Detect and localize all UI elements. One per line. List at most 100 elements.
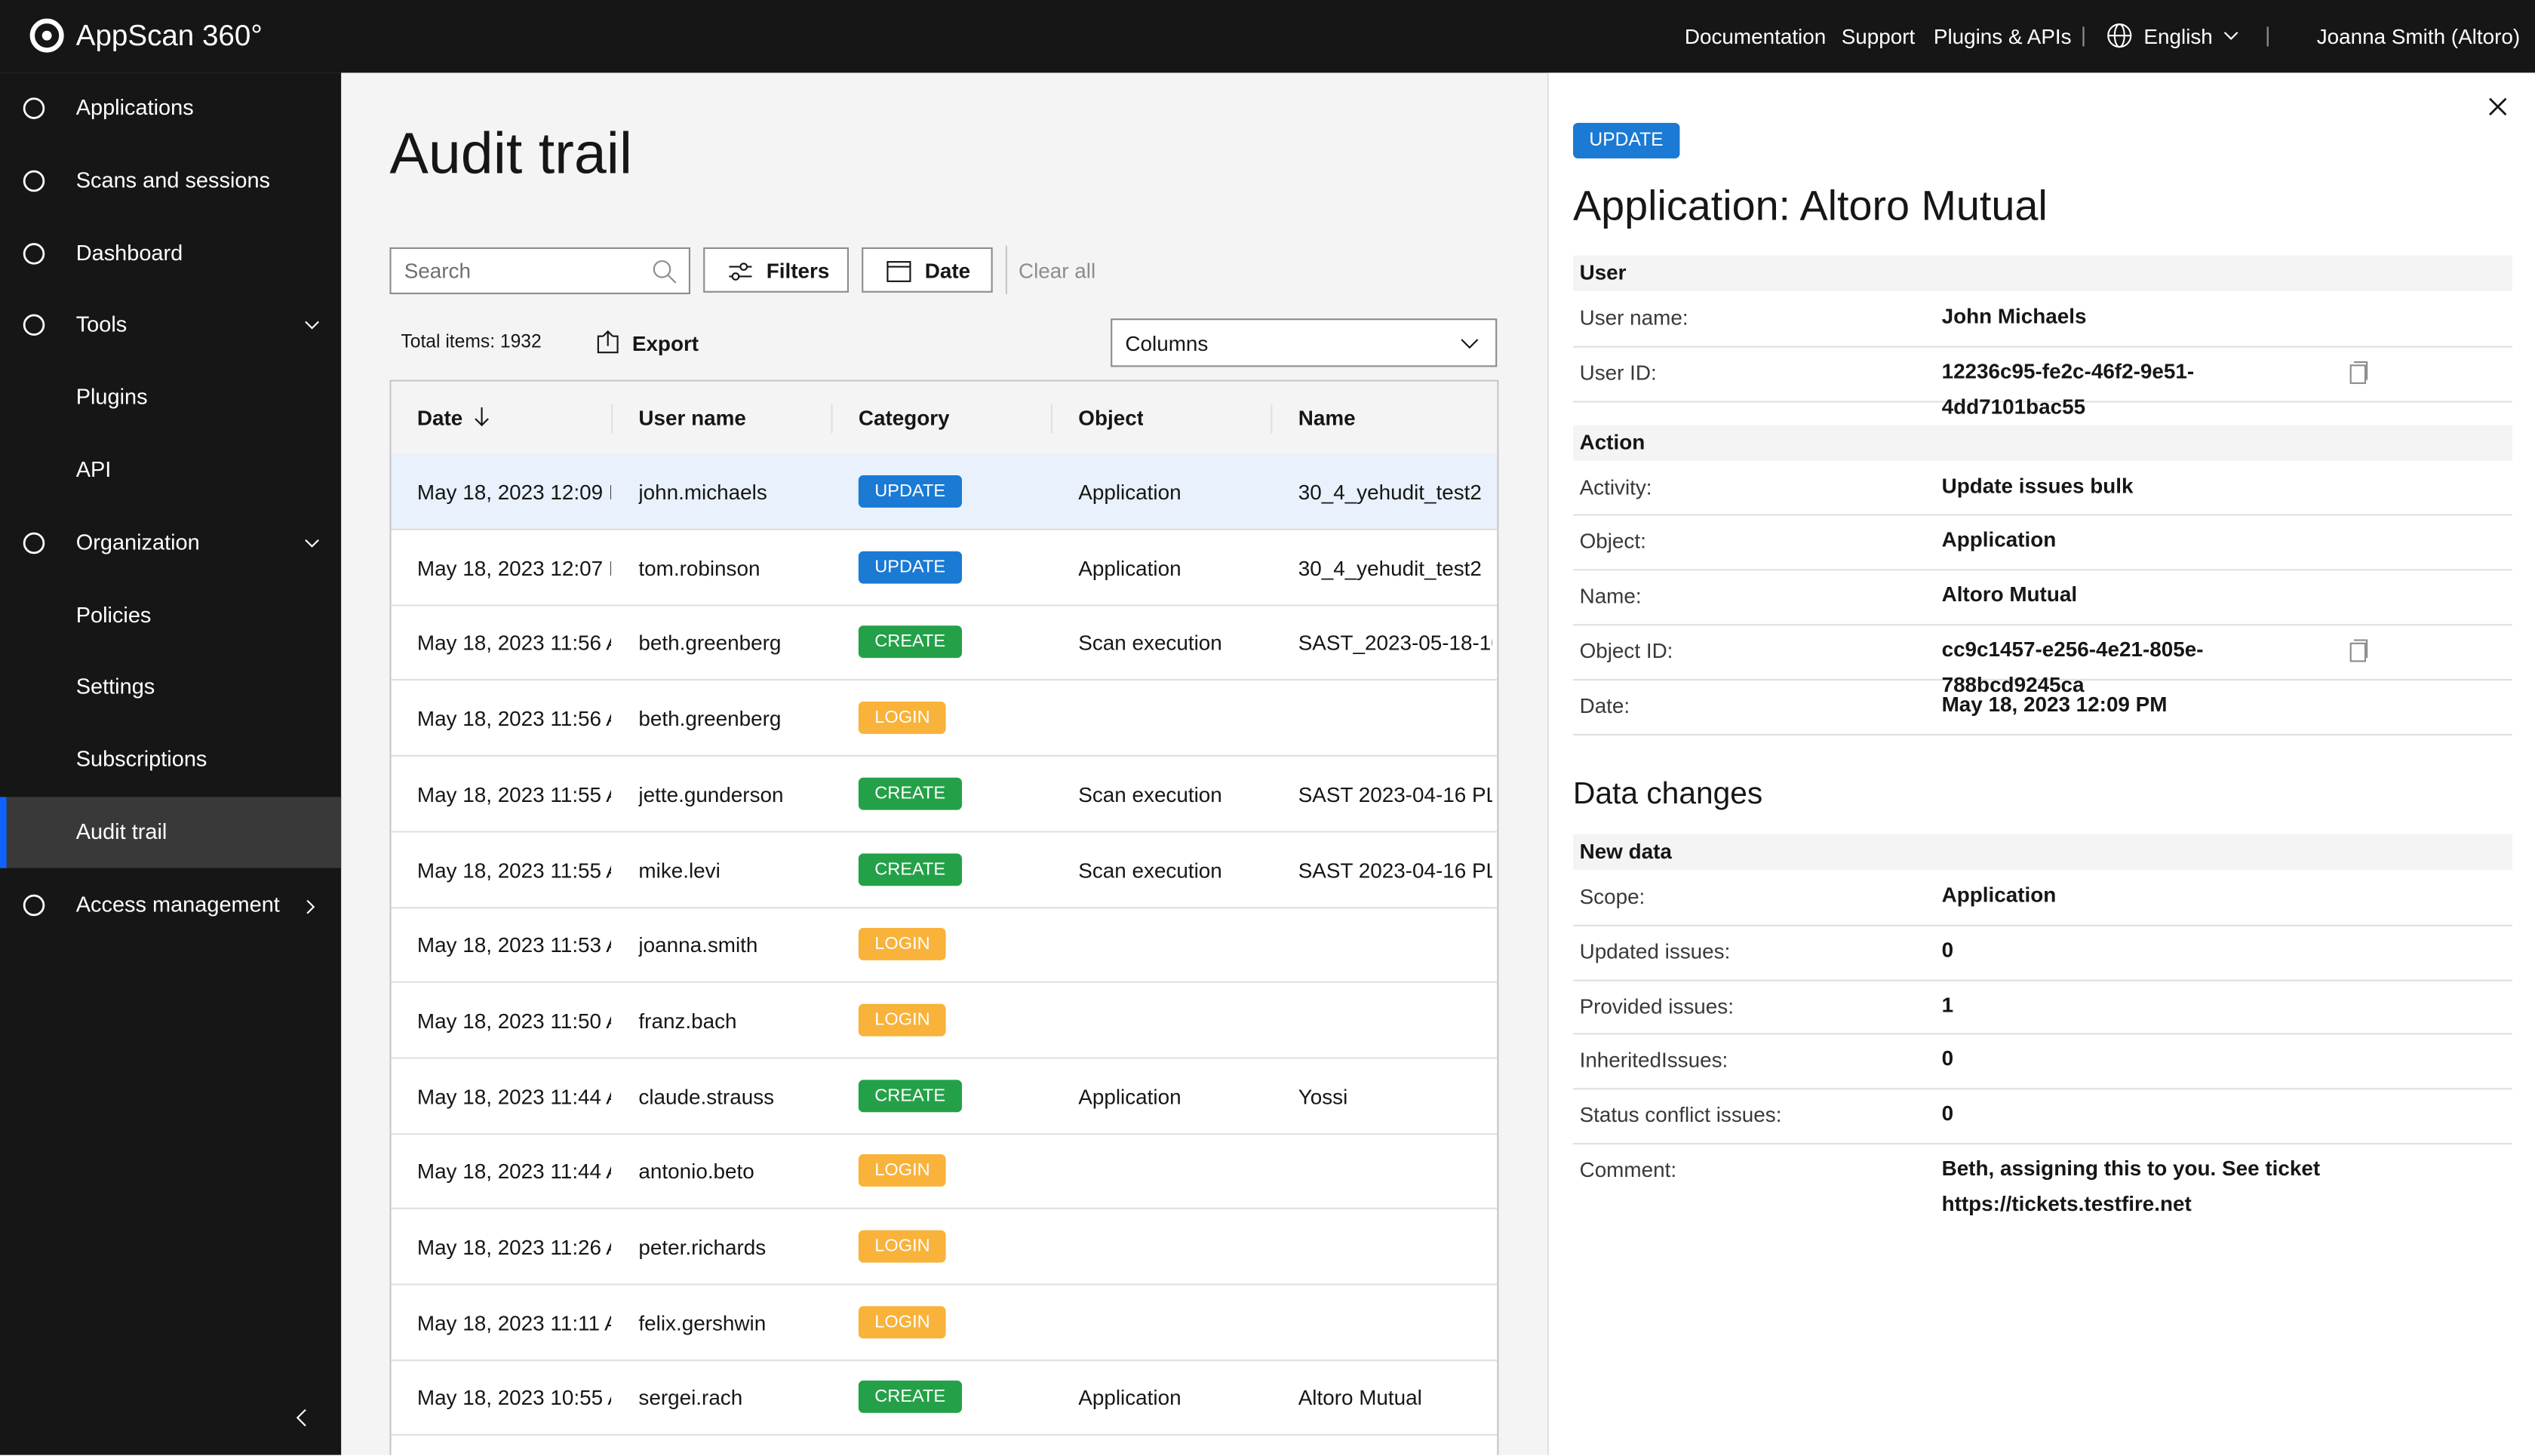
cell: claude.strauss — [638, 1083, 775, 1109]
nav-item[interactable]: Subscriptions — [0, 724, 341, 795]
cell: May 18, 2023 11:56 AM — [416, 631, 611, 656]
detail-value: Altoro Mutual — [1941, 582, 2078, 607]
table-row[interactable]: May 18, 2023 11:56 AM beth.greenberg LOGIN — [391, 680, 1498, 757]
table-row[interactable]: May 18, 2023 10:55 AM sergei.rach CREATE Ap… — [391, 1360, 1498, 1436]
nav-link[interactable]: Plugins & APIs — [1933, 24, 2072, 49]
nav-label: Audit trail — [75, 819, 167, 844]
user-menu[interactable]: Joanna Smith (Altoro) — [2316, 24, 2521, 49]
detail-row: InheritedIssues: 0 — [1573, 1034, 2513, 1090]
search-input[interactable]: Search — [389, 247, 691, 295]
detail-value: 1 — [1941, 991, 1954, 1016]
detail-value: Update issues bulk — [1941, 472, 2134, 498]
nav-label: Plugins — [75, 385, 148, 410]
detail-row: Comment: Beth, assigning this to you. See… — [1573, 1143, 2512, 1224]
column-header[interactable]: User name — [638, 405, 746, 431]
detail-row: Object: Application — [1573, 515, 2513, 571]
table-row[interactable]: May 18, 2023 12:07 PM tom.robinson UPDATE A… — [391, 530, 1498, 606]
copy-icon[interactable] — [2349, 638, 2369, 662]
cell: May 18, 2023 11:56 AM — [416, 706, 611, 731]
table-row[interactable]: May 18, 2023 11:55 AM jette.gunderson CREA… — [391, 756, 1498, 833]
nav-icon — [23, 315, 45, 336]
nav-item[interactable]: Settings — [0, 652, 341, 723]
table-row[interactable]: May 18, 2023 11:26 AM peter.richards LOGIN — [391, 1209, 1498, 1286]
nav-item[interactable]: Organization — [0, 507, 341, 578]
export-button[interactable]: Export — [631, 331, 699, 356]
column-header[interactable]: Object — [1078, 405, 1145, 431]
columns-dropdown[interactable]: Columns — [1111, 318, 1498, 367]
detail-label: Object ID: — [1579, 638, 1673, 663]
section-title: New data — [1573, 834, 2513, 870]
table-row[interactable]: May 18, 2023 11:55 AM mike.levi CREATE Scan… — [391, 832, 1498, 908]
section-title: Action — [1573, 424, 2513, 460]
nav-item[interactable]: Applications — [0, 72, 341, 143]
category-badge: UPDATE — [1573, 122, 1679, 159]
table-row[interactable]: May 18, 2023 11:44 AM antonio.beto LOGIN — [391, 1134, 1498, 1210]
nav-item[interactable]: API — [0, 435, 341, 505]
cell: john.michaels — [638, 480, 767, 505]
detail-row: Status conflict issues: 0 — [1573, 1089, 2513, 1145]
nav-icon — [23, 532, 45, 554]
nav-link[interactable]: Documentation — [1684, 24, 1827, 49]
category-tag: CREATE — [858, 1381, 962, 1414]
detail-value: cc9c1457-e256-4e21-805e-788bcd9245ca — [1941, 637, 2204, 697]
chevron — [2223, 32, 2238, 40]
detail-value: 0 — [1941, 1046, 1954, 1071]
table-row[interactable]: May 18, 2023 11:56 AM beth.greenberg CREAT… — [391, 605, 1498, 681]
nav-label: Dashboard — [75, 240, 183, 265]
table-row[interactable]: May 18, 2023 11:53 AM joanna.smith LOGIN — [391, 908, 1498, 984]
detail-label: Status conflict issues: — [1579, 1102, 1782, 1127]
clear-all[interactable]: Clear all — [1019, 258, 1096, 284]
column-header[interactable]: Category — [858, 405, 950, 431]
nav-item[interactable]: Dashboard — [0, 217, 341, 288]
nav-item[interactable]: Scans and sessions — [0, 145, 341, 216]
detail-value: 0 — [1941, 1101, 1954, 1126]
divider — [1050, 404, 1053, 434]
copy-icon[interactable] — [2349, 360, 2369, 384]
language[interactable]: English — [2143, 24, 2213, 49]
close-icon[interactable] — [2488, 97, 2508, 117]
table-row[interactable]: May 18, 2023 12:09 PM john.michaels UPDATE… — [391, 454, 1498, 530]
collapse-icon[interactable] — [294, 1408, 310, 1427]
table-row[interactable]: May 18, 2023 11:44 AM claude.strauss CREAT… — [391, 1058, 1498, 1135]
cell: Altoro Mutual — [1298, 1386, 1422, 1411]
category-tag: UPDATE — [858, 475, 962, 508]
nav-link[interactable]: Support — [1841, 24, 1916, 49]
nav-item[interactable]: Plugins — [0, 362, 341, 433]
column-header[interactable]: Date — [416, 405, 463, 431]
nav-icon — [23, 242, 45, 264]
chevron — [305, 321, 319, 330]
column-header[interactable]: Name — [1298, 405, 1356, 431]
nav-label: Scans and sessions — [75, 167, 271, 192]
filter-icon — [729, 263, 752, 281]
nav-label: Settings — [75, 674, 155, 699]
detail-value: Application — [1941, 883, 2057, 908]
cell: SAST 2023-04-16 PL — [1298, 857, 1492, 882]
detail-label: Activity: — [1579, 475, 1652, 499]
cell: jette.gunderson — [638, 782, 784, 806]
detail-label: Updated issues: — [1579, 938, 1731, 963]
detail-row: Date: May 18, 2023 12:09 PM — [1573, 679, 2513, 736]
category-tag: LOGIN — [858, 1230, 947, 1263]
logo: AppScan 360° — [75, 19, 263, 52]
cell: Application — [1078, 555, 1181, 580]
cell: SAST_2023-05-18-10 — [1298, 631, 1492, 656]
category-tag: CREATE — [858, 626, 962, 659]
date-button[interactable]: Date — [862, 247, 993, 293]
nav-item[interactable]: Policies — [0, 579, 341, 650]
nav-item[interactable]: Access management — [0, 869, 341, 940]
nav-item[interactable]: Tools — [0, 290, 341, 361]
table-row[interactable]: May 18, 2023 11:11 AM felix.gershwin LOGIN — [391, 1285, 1498, 1361]
filters-button[interactable]: Filters — [703, 247, 850, 293]
detail-value: 12236c95-fe2c-46f2-9e51-4dd7101bac55 — [1941, 358, 2195, 419]
cell: May 18, 2023 12:07 PM — [416, 555, 611, 580]
chevron — [305, 539, 319, 548]
category-tag: LOGIN — [858, 1154, 947, 1187]
nav-item[interactable]: Audit trail — [0, 797, 342, 868]
cell: May 18, 2023 11:53 AM — [416, 932, 611, 957]
cell: May 18, 2023 11:44 AM — [416, 1160, 611, 1184]
table-row[interactable]: May 18, 2023 11:50 AM franz.bach LOGIN — [391, 983, 1498, 1059]
detail-value: May 18, 2023 12:09 PM — [1941, 691, 2168, 716]
total-items: Total items: 1932 — [401, 333, 542, 353]
cell: Application — [1078, 480, 1181, 505]
sort-icon[interactable] — [474, 407, 490, 427]
